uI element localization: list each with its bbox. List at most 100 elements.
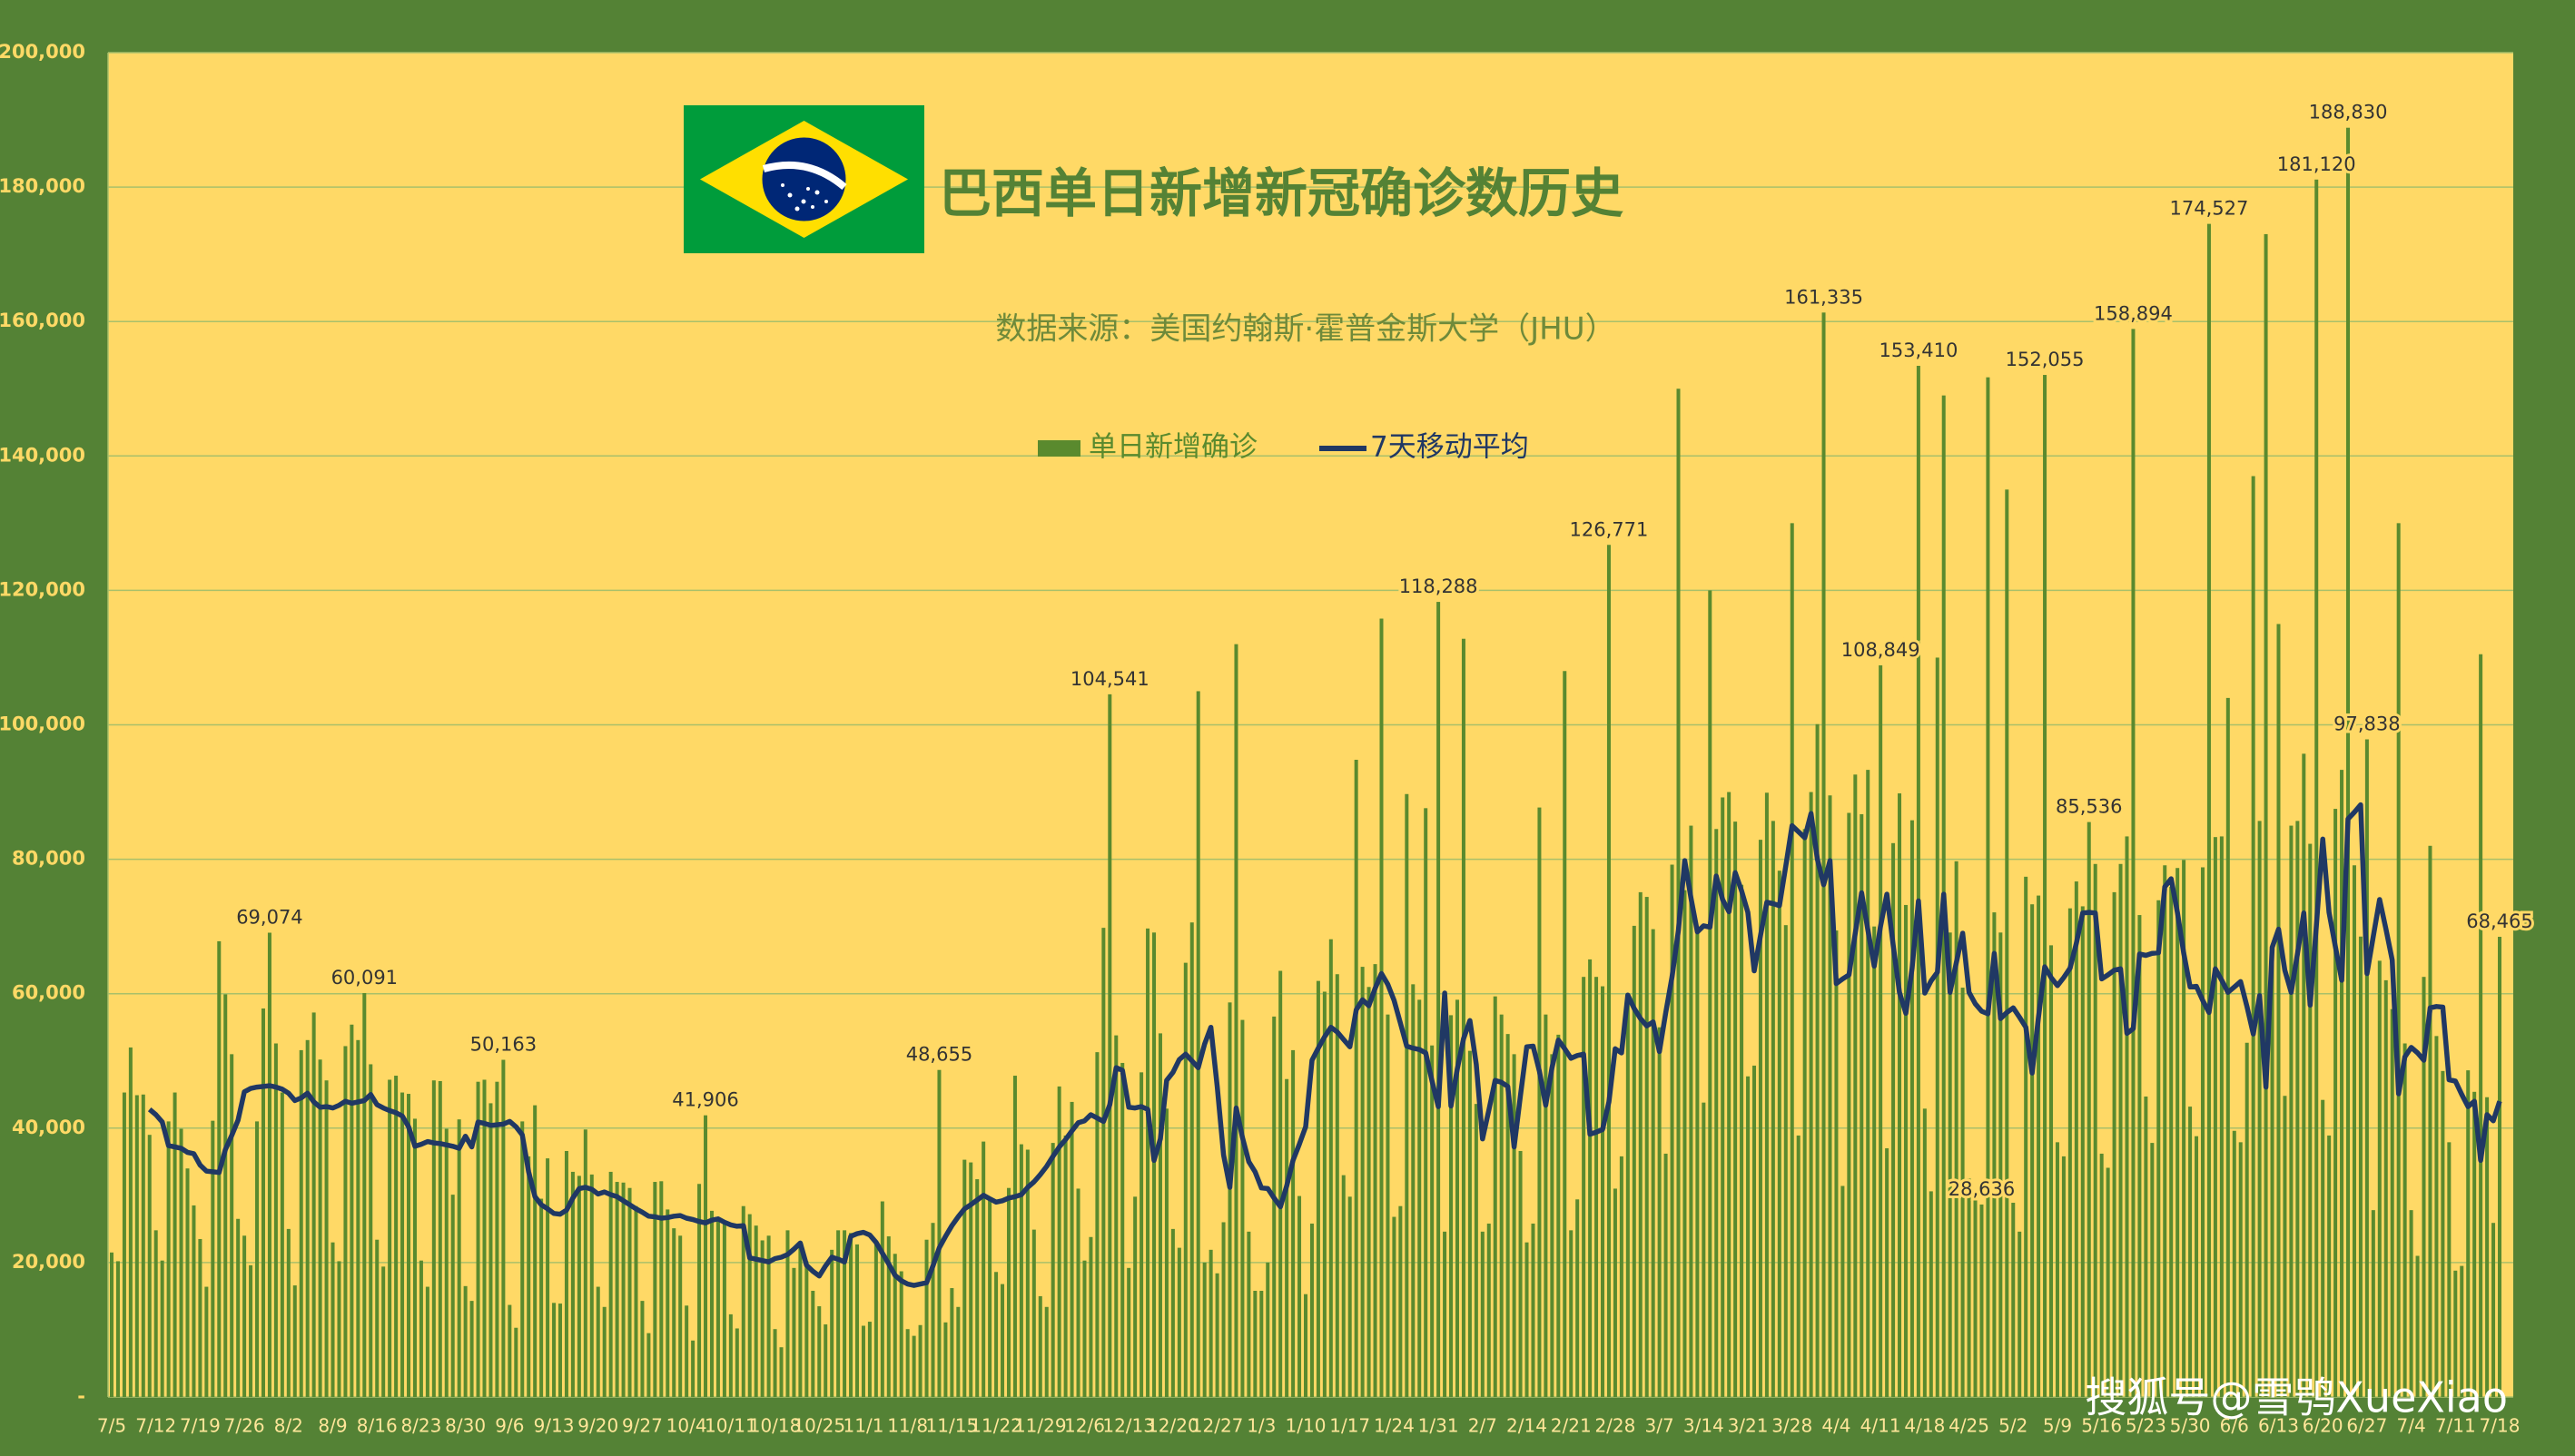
bar [2466, 1070, 2471, 1397]
bar [1714, 829, 1719, 1397]
bar [735, 1328, 739, 1397]
bar [943, 1322, 948, 1397]
bar [1386, 1014, 1390, 1397]
bar [691, 1340, 696, 1397]
bar [2358, 936, 2363, 1397]
bar [867, 1322, 872, 1397]
x-tick-label: 8/23 [400, 1415, 441, 1437]
bar [1954, 861, 1958, 1397]
bar [1012, 1076, 1017, 1397]
bar [627, 1187, 632, 1397]
x-tick-label: 12/20 [1147, 1415, 1199, 1437]
bar [1872, 926, 1877, 1397]
bar [1973, 1195, 1978, 1397]
bar [2213, 837, 2217, 1397]
bar [2257, 821, 2262, 1397]
bar [1727, 792, 1731, 1397]
bar [1935, 657, 1939, 1397]
bar [1082, 1260, 1087, 1397]
bar [1860, 813, 1864, 1397]
y-tick-label: 60,000 [12, 982, 85, 1004]
bar [899, 1271, 903, 1397]
bar [880, 1201, 884, 1397]
bar [1486, 1223, 1491, 1397]
bar [1328, 939, 1333, 1397]
bar [533, 1105, 538, 1397]
bar [685, 1305, 689, 1397]
bar [286, 1228, 291, 1397]
x-tick-label: 4/25 [1949, 1415, 1989, 1437]
data-label: 69,074 [236, 907, 302, 929]
bar [1815, 723, 1820, 1397]
x-tick-label: 1/31 [1418, 1415, 1459, 1437]
bar [1322, 991, 1327, 1397]
bar [1140, 1072, 1144, 1397]
bar [1582, 977, 1586, 1397]
bar [463, 1285, 468, 1397]
bar [1644, 897, 1649, 1397]
data-label: 85,536 [2056, 796, 2122, 818]
bar [2434, 1036, 2439, 1397]
bar [166, 1121, 171, 1397]
bar [438, 1080, 442, 1397]
bar [1695, 929, 1700, 1397]
bar [1916, 365, 1920, 1397]
bar [1796, 1135, 1801, 1397]
bar [1297, 1195, 1302, 1397]
legend-label: 7天移动平均 [1370, 431, 1529, 464]
bar [362, 993, 367, 1397]
bar [1240, 1019, 1245, 1397]
bar [1828, 795, 1832, 1397]
bar [824, 1324, 828, 1397]
bar [2011, 1202, 2016, 1397]
lines [147, 802, 2502, 1288]
bar [1063, 1135, 1068, 1397]
grid [107, 52, 2513, 1398]
bar [1898, 793, 1902, 1397]
x-tick-label: 5/30 [2170, 1415, 2211, 1437]
bar [704, 1115, 708, 1397]
bar [400, 1092, 405, 1397]
bar [2308, 843, 2313, 1397]
bar [1834, 930, 1839, 1397]
legend-label: 单日新增确诊 [1089, 431, 1258, 464]
x-tick-label: 11/8 [887, 1415, 928, 1437]
bar [1272, 1016, 1277, 1397]
bar [988, 1197, 992, 1397]
bar [482, 1079, 487, 1397]
bar [1682, 890, 1687, 1397]
bar [1044, 1306, 1049, 1397]
data-label: 174,527 [2170, 198, 2249, 220]
bar [1556, 1034, 1561, 1397]
bar [2144, 1096, 2148, 1397]
bar [2333, 809, 2338, 1397]
bar [2270, 961, 2274, 1397]
bar [2276, 624, 2281, 1397]
y-tick-label: 160,000 [0, 310, 85, 331]
x-tick-label: 5/2 [1998, 1415, 2027, 1437]
bar [255, 1121, 260, 1397]
bar [659, 1181, 664, 1397]
bar [375, 1239, 380, 1397]
bar [766, 1235, 771, 1397]
bar [1518, 1150, 1523, 1397]
data-label: 153,410 [1879, 339, 1958, 361]
data-label: 60,091 [331, 967, 398, 989]
bar [722, 1222, 726, 1397]
bar [267, 932, 271, 1397]
bar [785, 1230, 790, 1397]
bar [1544, 1014, 1548, 1397]
bar [520, 1121, 525, 1397]
bar [1455, 999, 1459, 1397]
y-tick-label: - [77, 1385, 85, 1407]
bar [1152, 932, 1157, 1397]
bar [1309, 1223, 1314, 1397]
bar [1095, 1052, 1100, 1397]
x-tick-label: 12/6 [1064, 1415, 1105, 1437]
bar [2283, 1096, 2287, 1397]
x-tick-label: 1/17 [1329, 1415, 1370, 1437]
bar [230, 1054, 234, 1397]
bar [741, 1205, 745, 1397]
bar [697, 1184, 702, 1397]
bar [2195, 1136, 2199, 1397]
